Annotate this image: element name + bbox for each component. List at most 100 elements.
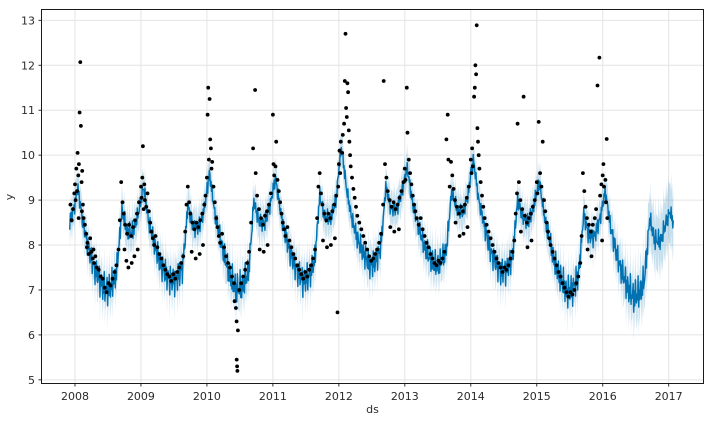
observation-point — [488, 236, 493, 241]
observation-point — [395, 202, 400, 207]
observation-point — [265, 243, 270, 247]
observation-point — [346, 128, 351, 133]
observation-point — [275, 178, 280, 182]
observation-point — [548, 243, 553, 247]
observation-point — [547, 236, 552, 241]
observation-point — [393, 207, 398, 212]
observation-point — [253, 88, 257, 92]
observation-point — [438, 261, 443, 265]
observation-point — [142, 182, 147, 187]
observation-point — [85, 245, 89, 250]
observation-point — [133, 218, 137, 223]
observation-point — [453, 220, 458, 225]
observation-point — [235, 369, 240, 373]
observation-point — [125, 231, 129, 236]
observation-point — [243, 267, 248, 272]
observation-point — [604, 137, 609, 141]
observation-point — [337, 162, 341, 167]
observation-point — [74, 166, 79, 171]
observation-point — [600, 173, 605, 178]
observation-point — [546, 229, 550, 234]
x-tick-label: 2017 — [655, 390, 683, 403]
observation-point — [579, 234, 584, 238]
observation-point — [147, 209, 151, 214]
observation-point — [355, 213, 360, 218]
observation-point — [78, 60, 83, 64]
plot-frame — [41, 9, 704, 384]
observation-point — [297, 267, 302, 272]
observation-point — [278, 200, 282, 205]
observation-point — [241, 274, 246, 279]
observation-point — [529, 238, 534, 243]
observation-point — [455, 204, 459, 209]
observation-point — [392, 229, 397, 234]
observation-point — [71, 207, 75, 212]
observation-point — [434, 263, 439, 268]
observation-point — [179, 261, 184, 265]
observation-point — [449, 160, 453, 164]
observation-point — [127, 222, 131, 227]
observation-point — [371, 256, 376, 261]
observation-point — [272, 173, 277, 178]
observation-point — [91, 247, 96, 252]
observation-point — [320, 202, 325, 207]
y-tick-label: 13 — [21, 14, 35, 27]
observation-point — [81, 216, 86, 221]
observation-point — [490, 243, 495, 247]
observation-point — [72, 191, 77, 196]
observation-point — [385, 189, 390, 194]
observation-point — [149, 229, 154, 234]
observation-point — [583, 204, 588, 209]
observation-point — [81, 202, 85, 207]
observation-point — [309, 263, 313, 268]
observation-point — [257, 247, 262, 252]
observation-point — [239, 281, 244, 286]
observation-point — [122, 247, 127, 252]
observation-point — [383, 162, 387, 167]
observation-point — [271, 112, 275, 117]
observation-point — [556, 270, 561, 274]
observation-point — [135, 247, 140, 252]
observation-point — [197, 252, 202, 256]
observation-point — [601, 162, 606, 167]
observation-point — [75, 151, 80, 155]
observation-point — [336, 184, 341, 189]
observation-point — [234, 306, 238, 310]
observation-point — [348, 153, 352, 158]
forecast-line — [69, 146, 674, 313]
observation-point — [321, 238, 325, 243]
y-tick-label: 7 — [28, 284, 35, 297]
observation-point — [92, 261, 96, 265]
observation-point — [279, 211, 284, 216]
observation-point — [592, 216, 597, 221]
observation-point — [340, 151, 345, 155]
observation-point — [604, 200, 608, 205]
observation-point — [566, 294, 571, 299]
observation-point — [581, 171, 585, 176]
observation-point — [587, 222, 591, 227]
observation-point — [377, 240, 381, 245]
observation-point — [542, 198, 546, 203]
observation-point — [564, 290, 569, 295]
observation-point — [153, 234, 158, 238]
observation-point — [410, 193, 415, 198]
observation-point — [550, 249, 555, 254]
observation-point — [576, 274, 581, 279]
observation-point — [338, 139, 343, 144]
observation-point — [409, 182, 414, 187]
observation-point — [466, 184, 471, 189]
observation-point — [597, 55, 602, 60]
observation-point — [418, 216, 423, 221]
observation-point — [234, 319, 239, 324]
observation-point — [237, 288, 242, 292]
observation-point — [188, 211, 193, 216]
observation-point — [80, 169, 85, 173]
observation-point — [120, 200, 125, 205]
observation-point — [198, 218, 203, 223]
observation-point — [397, 227, 401, 232]
observation-point — [257, 207, 261, 212]
observation-point — [518, 198, 523, 203]
observation-point — [90, 256, 95, 261]
observation-point — [387, 198, 392, 203]
observation-point — [595, 83, 600, 88]
